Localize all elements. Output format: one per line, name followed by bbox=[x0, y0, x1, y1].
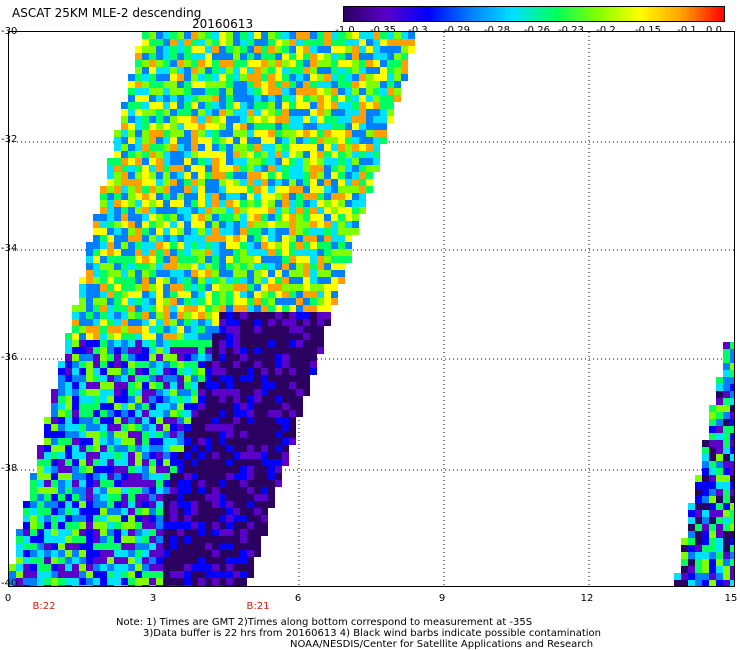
latitude-tick-label: -30 bbox=[1, 26, 18, 37]
color-scale-label: -0.23 bbox=[558, 25, 584, 36]
latitude-tick-label: -40 bbox=[1, 578, 18, 589]
color-scale-label: -0.1 bbox=[677, 25, 697, 36]
swath-grid bbox=[9, 32, 734, 586]
latitude-tick-label: -32 bbox=[1, 134, 18, 145]
color-scale-gradient bbox=[344, 7, 724, 21]
map-date: 20160613 bbox=[192, 17, 254, 31]
latitude-tick-label: -34 bbox=[1, 243, 18, 254]
color-scale-bar bbox=[343, 6, 725, 22]
time-label: B:21 bbox=[246, 601, 270, 612]
color-scale-label: -1.0 bbox=[335, 25, 355, 36]
color-scale-label: -0.3 bbox=[408, 25, 428, 36]
footer-credit: NOAA/NESDIS/Center for Satellite Applica… bbox=[290, 639, 594, 650]
longitude-tick-label: 6 bbox=[294, 593, 302, 604]
color-scale-fill bbox=[344, 7, 724, 21]
color-scale-label: -0.26 bbox=[524, 25, 550, 36]
color-scale-label: 0.0 bbox=[706, 25, 722, 36]
time-label: B:22 bbox=[32, 601, 56, 612]
swath-cells bbox=[9, 32, 734, 586]
longitude-tick-label: 15 bbox=[724, 593, 738, 604]
color-scale-label: -0.28 bbox=[484, 25, 510, 36]
map-title: ASCAT 25KM MLE-2 descending bbox=[12, 6, 202, 20]
longitude-tick-label: 0 bbox=[4, 593, 12, 604]
footer-note-line1: Note: 1) Times are GMT 2)Times along bot… bbox=[116, 617, 533, 628]
latitude-tick-label: -36 bbox=[1, 352, 18, 363]
longitude-tick-label: 3 bbox=[149, 593, 157, 604]
color-scale-label: -0.15 bbox=[635, 25, 661, 36]
color-scale-label: -0.29 bbox=[444, 25, 470, 36]
color-scale-label: -0.2 bbox=[596, 25, 616, 36]
map-plot-area bbox=[8, 31, 735, 587]
latitude-tick-label: -38 bbox=[1, 463, 18, 474]
longitude-tick-label: 12 bbox=[580, 593, 594, 604]
longitude-tick-label: 9 bbox=[438, 593, 446, 604]
color-scale-label: -0.35 bbox=[370, 25, 396, 36]
footer-note-line2: 3)Data buffer is 22 hrs from 20160613 4)… bbox=[143, 628, 601, 639]
